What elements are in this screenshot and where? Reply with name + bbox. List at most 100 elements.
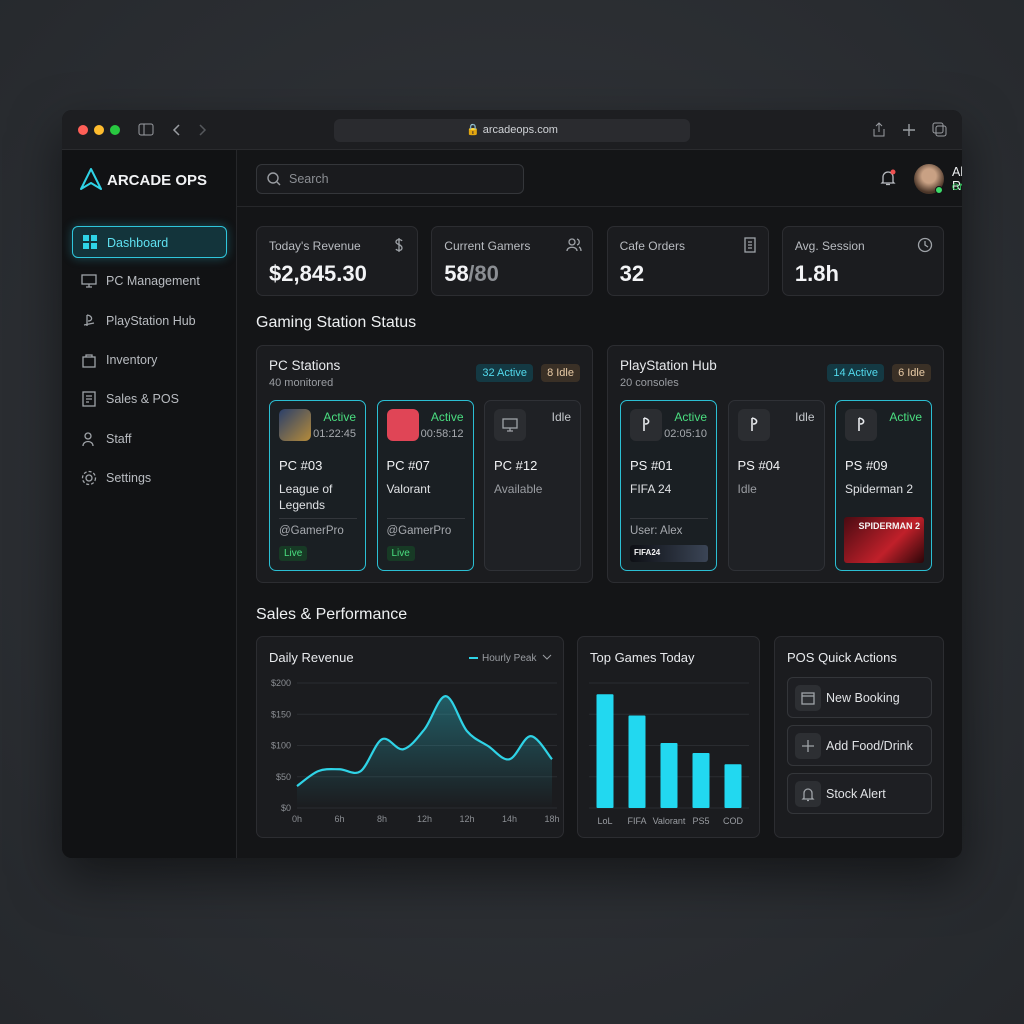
action-icon [801,788,815,802]
station-card[interactable]: Active PS #09 Spiderman 2 SPIDERMAN 2 [835,400,932,571]
section-title: Gaming Station Status [256,314,417,331]
panel-title: PlayStation Hub [620,358,717,373]
nav-icon [82,391,96,407]
stat-label: Today's Revenue [269,239,361,253]
nav-item[interactable]: Settings [72,462,227,494]
stat-card: Today's Revenue $2,845.30 [256,226,418,296]
station-game: Valorant [386,482,431,496]
station-card[interactable]: Active 00:58:12 PC #07 Valorant @GamerPro Liv… [376,400,474,571]
x-tick-label: 0h [292,814,302,824]
pos-action[interactable]: Add Food/Drink [787,725,932,766]
stat-card: Cafe Orders 32 [606,226,769,296]
nav-item[interactable]: Staff [72,423,227,455]
stat-value: 32 [619,261,645,286]
nav-item[interactable]: PC Management [72,265,227,297]
nav-icon [81,274,97,288]
bar [660,743,678,808]
chart-title: Top Games Today [590,650,695,665]
station-status: Idle [551,410,571,424]
notification-bell[interactable] [879,169,897,187]
station-id: PS #09 [845,458,888,473]
line [296,695,553,788]
pos-title: POS Quick Actions [787,650,897,665]
top-header: Search Alex R. ONLINE [237,150,962,207]
station-game: League of Legends [279,482,333,512]
x-tick-label: LoL [597,816,612,826]
user-name: Alex R. [952,165,962,193]
console-icon [858,417,865,431]
action-label: Stock Alert [826,787,886,801]
zoom-button[interactable] [110,125,120,135]
nav-item[interactable]: Inventory [72,344,227,376]
x-tick-label: COD [723,816,744,826]
nav-item[interactable]: PlayStation Hub [72,305,227,337]
close-button[interactable] [78,125,88,135]
station-timer: 02:05:10 [664,428,707,440]
station-game: Idle [737,482,757,496]
action-icon-box [795,733,821,759]
browser-actions [873,122,947,137]
station-card[interactable]: Idle PC #12 Available [484,400,581,571]
x-tick-label: FIFA [627,816,646,826]
station-status: Active [889,410,922,424]
top-games-card: Top Games Today LoL FIFA Valorant PS5 COD [577,636,760,838]
station-status: Active [323,410,356,424]
pos-card: POS Quick Actions New Booking Add Food/Dr… [774,636,944,838]
live-tag: Live [386,546,415,561]
action-icon-box [795,685,821,711]
station-card[interactable]: Active 01:22:45 PC #03 League of Legends @Ga… [269,400,366,571]
station-card[interactable]: Idle PS #04 Idle [727,400,825,571]
station-card[interactable]: Active 02:05:10 PS #01 FIFA 24 User: Alex FIF… [620,400,717,571]
station-game: Available [494,482,543,496]
stat-label: Current Gamers [444,239,531,253]
idle-badge: 6 Idle [892,364,931,382]
console-icon [643,417,650,431]
nav-icon [83,235,97,249]
browser-window: 🔒 arcadeops.com ARCADE OPS Dashboard PC M… [62,110,962,858]
brand-logo [80,168,102,190]
idle-badge: 8 Idle [541,364,580,382]
station-id: PC #03 [279,458,323,473]
station-game: Spiderman 2 [845,482,914,496]
stat-icon [917,237,933,253]
station-icon [279,409,311,441]
nav-item[interactable]: Dashboard [72,226,227,258]
stat-card: Avg. Session 1.8h [781,226,944,296]
action-icon [802,740,814,752]
divider [630,518,708,519]
bar [692,753,710,808]
panel-subtitle: 20 consoles [620,377,679,389]
pos-action[interactable]: New Booking [787,677,932,718]
url: arcadeops.com [482,124,558,136]
y-tick-label: $150 [271,709,291,719]
console-icon [502,418,518,432]
pos-action[interactable]: Stock Alert [787,773,932,814]
legend-label: Hourly Peak [482,653,537,664]
panel-title: PC Stations [269,358,341,373]
action-icon [801,692,815,705]
station-status: Active [430,410,464,424]
station-timer: 01:22:45 [313,428,356,440]
y-tick-label: $50 [276,772,291,782]
stat-value: 58 [444,261,469,286]
divider [279,518,357,519]
nav-item[interactable]: Sales & POS [72,383,227,415]
legend-caret [542,654,552,660]
station-id: PC #07 [386,458,430,473]
live-tag: Live [279,546,308,561]
search-box[interactable]: Search [256,164,524,194]
x-tick-label: PS5 [692,816,709,826]
nav-icon [81,470,97,485]
line-chart: $0 $50 $100 $150 $200 0h 6h 8h 12h 12h 14h 18h Hourl… [271,653,560,824]
y-tick-label: $100 [271,741,291,751]
address-bar[interactable]: 🔒 arcadeops.com [334,119,690,142]
station-user: @GamerPro [279,525,344,537]
sidebar: ARCADE OPS Dashboard PC Management PlaySta… [62,150,237,858]
minimize-button[interactable] [94,125,104,135]
station-icon [630,409,662,441]
revenue-card: Daily Revenue $0 $50 $100 $150 $200 0h 6h 8h 12h… [256,636,564,838]
x-tick-label: 14h [502,814,517,824]
station-id: PS #01 [630,458,673,473]
station-icon [386,409,419,441]
divider [386,518,465,519]
